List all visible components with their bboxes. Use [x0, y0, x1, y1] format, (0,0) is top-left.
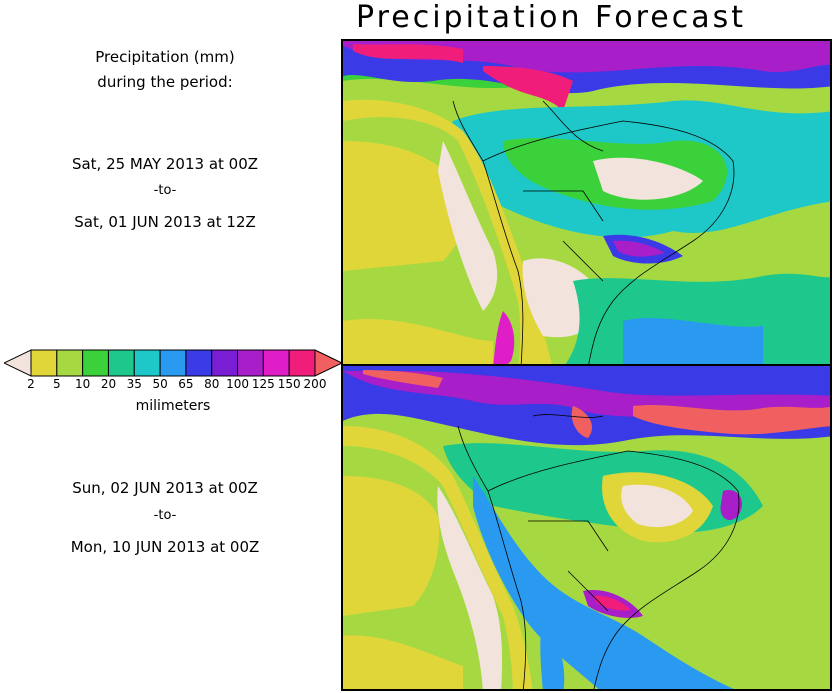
colorbar-tick-label: 100 — [226, 377, 249, 391]
colorbar-tick-label: 125 — [251, 377, 275, 391]
colorbar-swatch — [82, 349, 109, 377]
colorbar-swatch — [133, 349, 161, 377]
map-title: Precipitation Forecast — [356, 0, 746, 35]
colorbar-tick-label: 35 — [126, 377, 142, 391]
colorbar-tick-label: 65 — [178, 377, 194, 391]
colorbar-tick-label: 80 — [204, 377, 220, 391]
colorbar-swatch — [262, 349, 290, 377]
colorbar-left-arrow — [4, 349, 32, 377]
colorbar-right-arrow — [314, 349, 344, 377]
precip-map-2 — [343, 366, 830, 689]
period2-start: Sun, 02 JUN 2013 at 00Z — [72, 479, 258, 497]
colorbar-swatch — [211, 349, 239, 377]
period-heading-line2: during the period: — [97, 73, 233, 91]
period1-end: Sat, 01 JUN 2013 at 12Z — [74, 213, 256, 231]
precip-map-1 — [343, 41, 830, 364]
colorbar-tick-label: 10 — [74, 377, 91, 391]
map-panel-period1 — [341, 39, 832, 366]
period2-end: Mon, 10 JUN 2013 at 00Z — [70, 538, 260, 556]
colorbar-swatch — [185, 349, 213, 377]
period1-separator: -to- — [153, 183, 177, 198]
colorbar-tick-label: 20 — [100, 377, 117, 391]
colorbar-swatch — [288, 349, 316, 377]
colorbar-swatch — [30, 349, 58, 377]
colorbar-swatch — [159, 349, 187, 377]
period-heading-line1: Precipitation (mm) — [95, 48, 235, 66]
colorbar-swatch — [237, 349, 264, 377]
colorbar-tick-label: 150 — [277, 377, 301, 391]
colorbar-tick-label: 2 — [27, 377, 35, 391]
colorbar-tick-label: 5 — [52, 377, 61, 391]
colorbar-tick-label: 50 — [152, 377, 168, 391]
colorbar-swatch — [107, 349, 135, 377]
colorbar-tick-label: 200 — [303, 377, 327, 391]
period1-start: Sat, 25 MAY 2013 at 00Z — [71, 155, 259, 173]
colorbar — [4, 349, 344, 377]
map-panel-period2 — [341, 364, 832, 691]
period2-separator: -to- — [153, 508, 177, 523]
colorbar-swatch — [56, 349, 84, 377]
colorbar-units-label: milimeters — [135, 398, 211, 414]
